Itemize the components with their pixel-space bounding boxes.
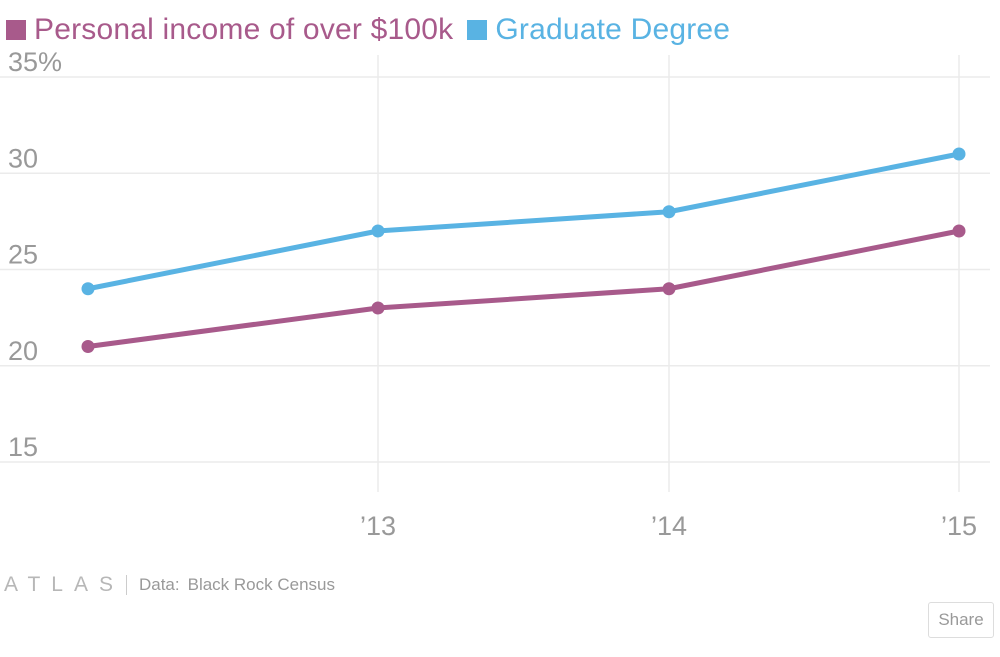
legend-label-graduate: Graduate Degree xyxy=(495,13,731,46)
y-tick-label-15: 15 xyxy=(8,432,38,462)
atlas-logo: ATLAS xyxy=(4,573,124,596)
series-line-1 xyxy=(85,151,962,292)
data-point-0-2 xyxy=(662,282,676,296)
data-point-1-0 xyxy=(81,282,95,296)
x-tick-label-3: ’15 xyxy=(941,511,977,541)
grid-layer xyxy=(0,55,990,492)
legend-label-income: Personal income of over $100k xyxy=(34,13,454,46)
share-button[interactable]: Share xyxy=(928,602,994,638)
y-tick-label-25: 25 xyxy=(8,240,38,270)
data-point-0-1 xyxy=(371,301,385,315)
source-text: Black Rock Census xyxy=(187,575,335,594)
y-tick-label-35: 35% xyxy=(8,47,62,77)
legend-swatch-income xyxy=(6,20,26,40)
x-tick-label-2: ’14 xyxy=(651,511,687,541)
data-point-1-2 xyxy=(662,205,676,219)
x-tick-label-1: ’13 xyxy=(360,511,396,541)
chart-footer: ATLAS Data: Black Rock Census xyxy=(4,572,335,598)
footer-divider xyxy=(125,575,127,595)
y-tick-label-30: 30 xyxy=(8,143,38,173)
chart-legend: Personal income of over $100k Graduate D… xyxy=(6,8,744,52)
data-point-1-1 xyxy=(371,224,385,238)
data-point-0-3 xyxy=(952,224,966,238)
data-point-1-3 xyxy=(952,147,966,161)
tick-layer: 15 20 25 30 35% ’13 ’14 ’15 xyxy=(8,47,977,541)
line-chart: 15 20 25 30 35% ’13 ’14 ’15 xyxy=(0,47,990,541)
series-line-0 xyxy=(85,228,962,349)
data-point-0-0 xyxy=(81,340,95,353)
legend-swatch-graduate xyxy=(467,20,488,40)
y-tick-label-20: 20 xyxy=(8,336,38,366)
series-layer xyxy=(81,147,966,353)
legend-item-graduate: Graduate Degree xyxy=(467,13,730,47)
legend-item-income: Personal income of over $100k xyxy=(6,13,453,47)
source-prefix: Data: xyxy=(138,575,180,594)
